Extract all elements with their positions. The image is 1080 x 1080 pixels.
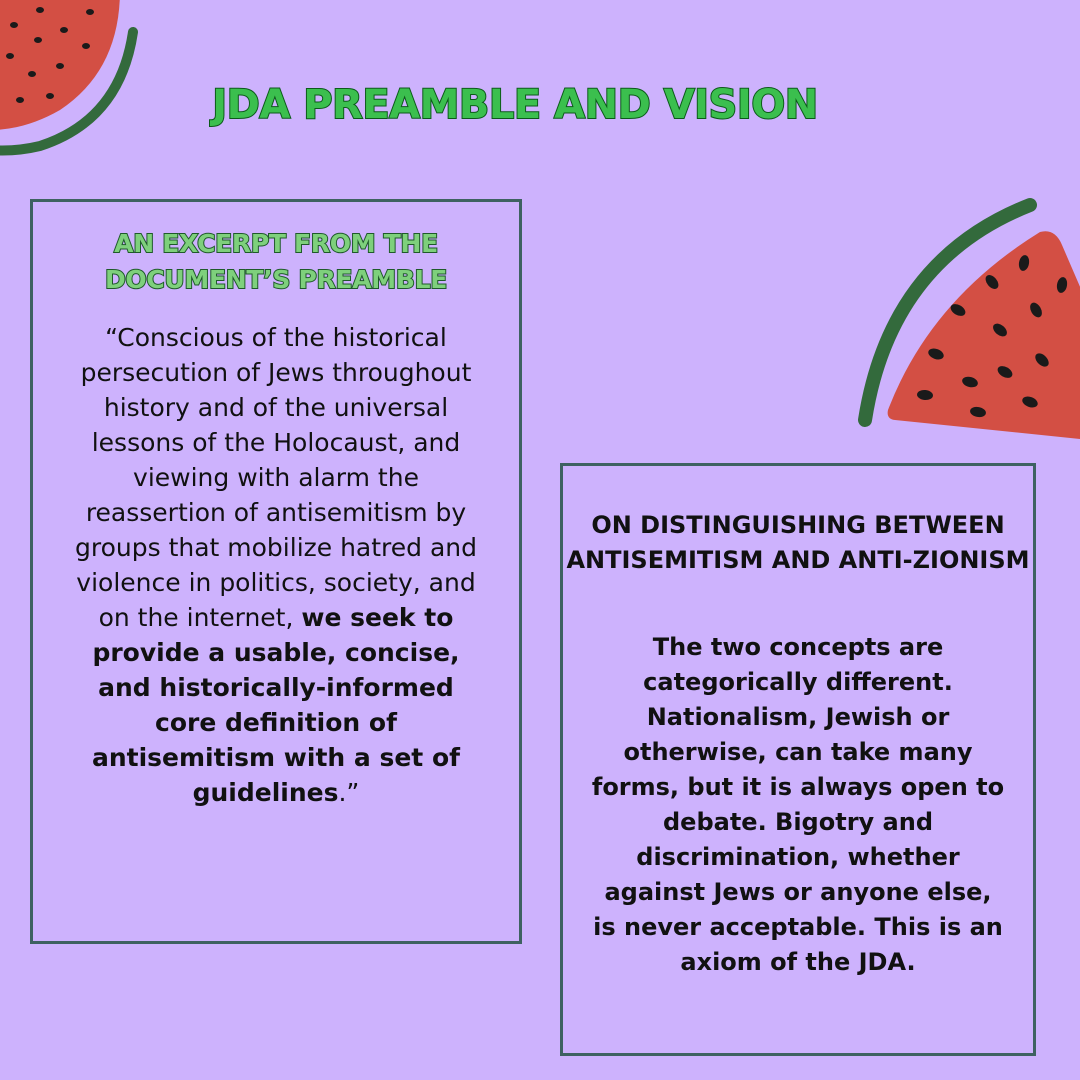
distinguishing-heading: ON DISTINGUISHING BETWEEN ANTISEMITISM A… — [566, 511, 1030, 574]
preamble-quote-close: .” — [338, 778, 360, 807]
preamble-excerpt-box: AN EXCERPT FROM THE DOCUMENT’S PREAMBLE … — [30, 199, 522, 944]
preamble-quote-intro: “Conscious of the historical persecution… — [74, 323, 478, 632]
page-title: JDA PREAMBLE AND VISION — [211, 81, 819, 129]
preamble-excerpt-heading: AN EXCERPT FROM THE DOCUMENT’S PREAMBLE — [104, 228, 448, 295]
preamble-quote-emphasis: we seek to provide a usable, concise, an… — [91, 603, 461, 807]
distinguishing-body: The two concepts are categorically diffe… — [591, 633, 1005, 976]
distinguishing-box: ON DISTINGUISHING BETWEEN ANTISEMITISM A… — [560, 463, 1036, 1056]
watermelon-slice-top-left-icon — [0, 0, 138, 156]
watermelon-slice-right-icon — [858, 198, 1080, 439]
preamble-quote: “Conscious of the historical persecution… — [71, 320, 481, 810]
